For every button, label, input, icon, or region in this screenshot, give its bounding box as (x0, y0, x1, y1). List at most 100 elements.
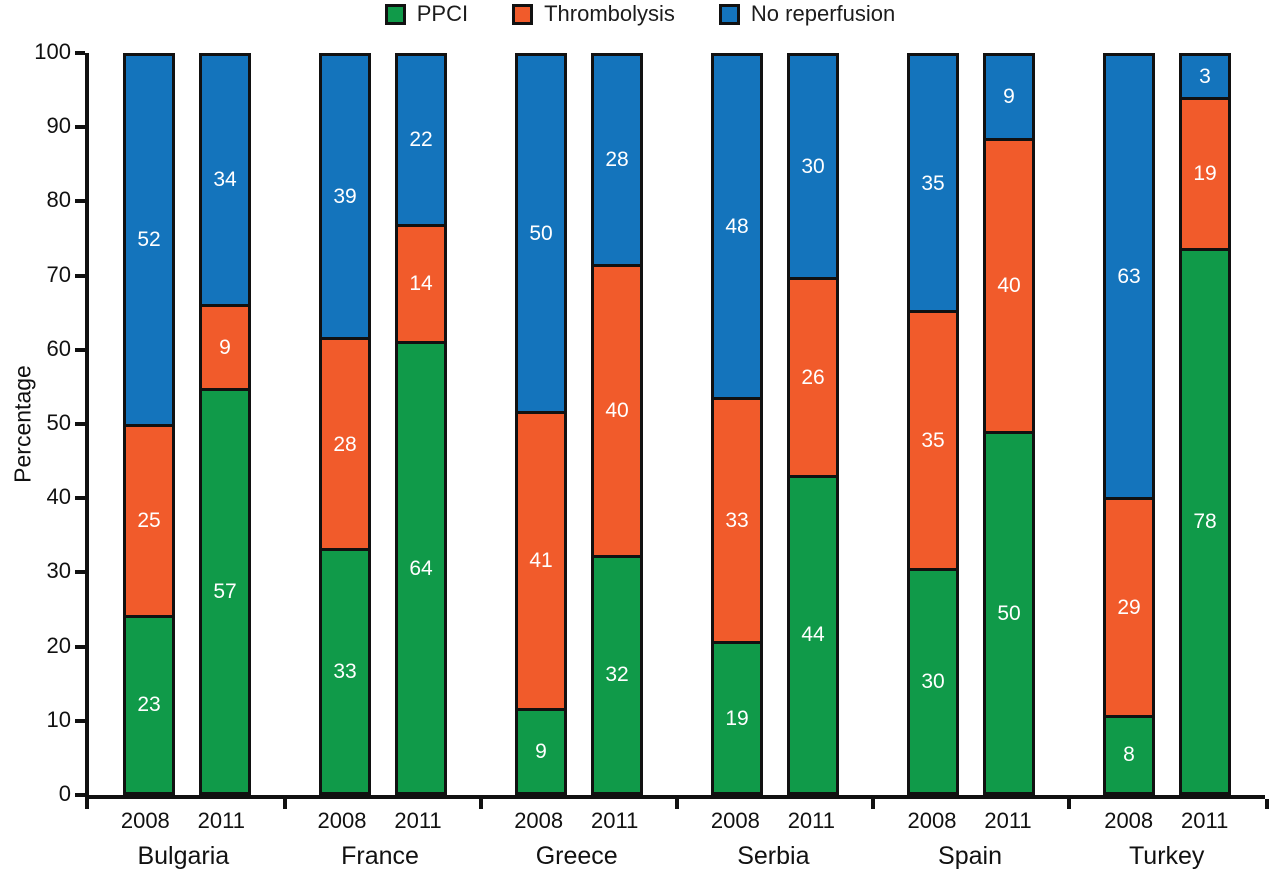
segment-no-reperfusion: 22 (398, 56, 444, 224)
x-axis-labels: 2008 2011 Bulgaria 2008 2011 France 2008 2011 Gr… (85, 808, 1265, 871)
segment-value-label: 3 (1199, 65, 1211, 88)
legend-item-ppci: PPCI (384, 1, 468, 27)
segment-no-reperfusion: 9 (986, 56, 1032, 138)
x-axis-tick (85, 799, 89, 809)
country-label: Turkey (1128, 842, 1205, 870)
segment-value-label: 22 (409, 128, 433, 152)
country-label: Spain (938, 842, 1002, 870)
x-group-spain: 2008 2011 Spain (872, 808, 1069, 871)
year-label: 2008 (1104, 808, 1154, 833)
segment-value-label: 9 (535, 739, 547, 763)
segment-value-label: 35 (921, 429, 945, 453)
no-reperfusion-swatch-icon (718, 3, 740, 25)
stacked-bar-turkey-2008: 63 29 8 (1103, 53, 1155, 795)
segment-value-label: 9 (1003, 85, 1015, 109)
segment-thrombolysis: 29 (1106, 497, 1152, 715)
segment-value-label: 41 (529, 549, 553, 573)
segment-value-label: 9 (219, 335, 231, 359)
segment-thrombolysis: 19 (1182, 97, 1228, 248)
y-axis-tick-label: 90 (46, 113, 71, 139)
segment-thrombolysis: 9 (202, 303, 248, 388)
segment-value-label: 14 (409, 272, 433, 296)
bar-group-greece: 50 41 9 28 40 32 (481, 53, 677, 795)
y-axis-tick (75, 125, 85, 130)
y-axis-tick (75, 199, 85, 204)
segment-value-label: 28 (605, 148, 629, 172)
y-axis-tick-label: 60 (46, 335, 71, 361)
y-axis-tick-label: 40 (46, 484, 71, 510)
year-label: 2011 (1181, 808, 1229, 833)
chart-area: Percentage 0 10 20 30 40 50 60 70 80 90 100 52 25 23 3… (10, 41, 1269, 871)
bar-group-turkey: 63 29 8 3 19 78 (1069, 53, 1265, 795)
segment-value-label: 78 (1193, 509, 1217, 533)
segment-value-label: 52 (137, 228, 161, 252)
segment-thrombolysis: 28 (322, 337, 368, 548)
year-label: 2011 (394, 808, 442, 833)
stacked-bar-france-2011: 22 14 64 (395, 53, 447, 795)
country-label: France (341, 842, 419, 870)
legend-label-no-reperfusion: No reperfusion (750, 1, 896, 26)
x-axis-tick (870, 799, 875, 809)
segment-no-reperfusion: 3 (1182, 56, 1228, 98)
segment-value-label: 23 (137, 693, 161, 717)
bar-group-serbia: 48 33 19 30 26 44 (677, 53, 873, 795)
segment-value-label: 32 (605, 663, 629, 687)
year-label: 2008 (710, 808, 760, 833)
segment-value-label: 50 (997, 601, 1021, 625)
y-axis-tick-label: 80 (46, 187, 71, 213)
thrombolysis-swatch-icon (512, 3, 534, 25)
y-axis-tick (75, 793, 85, 797)
segment-ppci: 64 (398, 341, 444, 792)
segment-no-reperfusion: 30 (790, 56, 836, 278)
segment-no-reperfusion: 35 (910, 56, 956, 311)
segment-thrombolysis: 40 (594, 263, 640, 555)
segment-value-label: 30 (921, 669, 945, 693)
segment-thrombolysis: 25 (126, 423, 172, 615)
year-labels: 2008 2011 (1068, 808, 1265, 834)
y-axis-tick-label: 50 (46, 410, 71, 435)
legend-item-thrombolysis: Thrombolysis (512, 1, 675, 27)
y-axis-tick-label: 70 (46, 261, 71, 287)
segment-value-label: 63 (1117, 265, 1141, 289)
segment-ppci: 19 (714, 641, 760, 792)
stacked-bar-greece-2008: 50 41 9 (515, 53, 567, 795)
segment-value-label: 26 (801, 365, 825, 389)
ppci-swatch-icon (384, 3, 406, 25)
segment-value-label: 64 (409, 556, 433, 580)
y-axis-tick (75, 570, 85, 575)
segment-value-label: 8 (1123, 743, 1135, 767)
stacked-bar-serbia-2008: 48 33 19 (711, 53, 763, 795)
year-label: 2008 (120, 808, 170, 833)
year-label: 2011 (787, 808, 835, 833)
year-label: 2011 (197, 808, 245, 833)
segment-ppci: 50 (986, 431, 1032, 792)
bar-group-spain: 35 35 30 9 40 50 (873, 53, 1069, 795)
legend-label-thrombolysis: Thrombolysis (544, 1, 675, 26)
segment-value-label: 57 (213, 579, 237, 603)
segment-value-label: 19 (1193, 162, 1217, 186)
year-label: 2011 (984, 808, 1032, 833)
stacked-bar-turkey-2011: 3 19 78 (1179, 53, 1231, 795)
chart-legend: PPCI Thrombolysis No reperfusion (0, 1, 1280, 27)
year-labels: 2008 2011 (85, 808, 282, 834)
x-axis-tick (478, 799, 483, 809)
stacked-bar-spain-2008: 35 35 30 (907, 53, 959, 795)
y-axis-tick-label: 10 (46, 706, 71, 732)
x-group-bulgaria: 2008 2011 Bulgaria (85, 808, 282, 871)
y-axis-tick-label: 20 (46, 632, 71, 658)
x-group-turkey: 2008 2011 Turkey (1068, 808, 1265, 871)
segment-value-label: 19 (725, 706, 749, 730)
plot-area: 0 10 20 30 40 50 60 70 80 90 100 52 25 23 34 9 57 39 28 33 2… (34, 41, 1269, 809)
segment-thrombolysis: 26 (790, 277, 836, 475)
segment-ppci: 30 (910, 567, 956, 792)
segment-ppci: 8 (1106, 714, 1152, 792)
segment-value-label: 35 (921, 171, 945, 195)
y-axis-tick-label: 0 (58, 781, 71, 806)
y-axis-tick (75, 422, 85, 426)
segment-no-reperfusion: 50 (518, 56, 564, 411)
x-axis-tick (282, 799, 287, 809)
stacked-bar-bulgaria-2008: 52 25 23 (123, 53, 175, 795)
legend-item-no-reperfusion: No reperfusion (718, 1, 896, 27)
segment-value-label: 34 (213, 168, 237, 192)
stacked-bar-france-2008: 39 28 33 (319, 53, 371, 795)
